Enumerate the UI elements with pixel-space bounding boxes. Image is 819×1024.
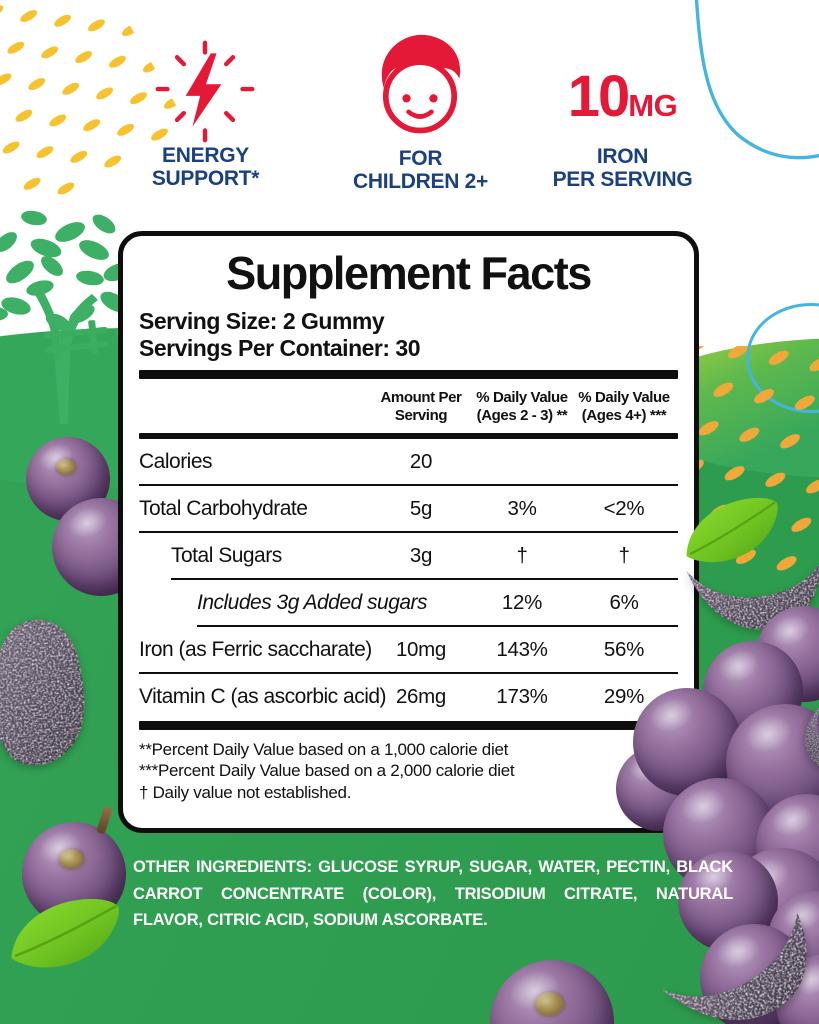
row-label: Total Carbohydrate: [139, 497, 308, 521]
gummy-image: [0, 619, 85, 766]
leaf-image: [686, 497, 778, 563]
feature-label-line: IRON: [596, 145, 649, 168]
feature-label-line: FOR: [398, 147, 443, 170]
table-row: Includes 3g Added sugars 12% 6%: [139, 580, 678, 627]
feature-label-line: PER SERVING: [552, 168, 693, 192]
daily-value-ages-2-3-cell: 173%: [496, 685, 548, 709]
serving-size: Serving Size: 2 Gummy: [139, 308, 385, 334]
thick-rule: [139, 720, 678, 730]
blue-swoosh-icon: [694, 0, 819, 160]
leaf-image: [11, 899, 120, 968]
row-label: Total Sugars: [171, 544, 282, 568]
daily-value-ages-2-3-cell: 12%: [501, 591, 543, 615]
feature-energy-support: ENERGY SUPPORT*: [118, 144, 293, 190]
amount-cell: 10mg: [395, 638, 447, 662]
feature-for-children: FOR CHILDREN 2+: [333, 147, 508, 193]
gummy-image: [662, 913, 807, 1020]
servings-per-container: Servings Per Container: 30: [139, 335, 421, 362]
daily-value-ages-4plus-cell: †: [618, 544, 630, 568]
feature-iron-amount: 10 MG: [535, 68, 710, 126]
panel-title: Supplement Facts: [226, 247, 592, 299]
row-label: Calories: [139, 450, 213, 474]
daily-value-ages-2-3-cell: †: [516, 544, 528, 568]
other-ingredients-text: GLUCOSE SYRUP, SUGAR, WATER, PECTIN, BLA…: [133, 858, 733, 930]
child-face-icon: [381, 34, 461, 134]
table-row: Iron (as Ferric saccharate) 10mg 143% 56%: [139, 627, 678, 674]
daily-value-ages-2-3-cell: 3%: [507, 497, 537, 521]
footnotes: **Percent Daily Value based on a 1,000 c…: [139, 739, 678, 803]
feature-label-line: CHILDREN 2+: [353, 170, 488, 194]
other-ingredients: OTHER INGREDIENTS: GLUCOSE SYRUP, SUGAR,…: [133, 854, 733, 934]
daily-value-ages-4plus-cell: 56%: [603, 638, 645, 662]
thick-rule: [139, 370, 678, 380]
feature-label-line: SUPPORT*: [151, 167, 260, 191]
table-row: Total Sugars 3g † †: [139, 533, 678, 580]
footnote: † Daily value not established.: [139, 782, 352, 802]
tree-illustration: [0, 210, 136, 424]
energy-bolt-icon: [155, 40, 255, 143]
daily-value-ages-2-3-cell: 143%: [496, 638, 548, 662]
iron-amount-text: 10 MG: [535, 68, 710, 126]
table-row: Vitamin C (as ascorbic acid) 26mg 173% 29%: [139, 674, 678, 721]
amount-cell: 5g: [409, 497, 433, 521]
column-header-dv-ages-2-3: % Daily Value (Ages 2 - 3) **: [476, 389, 568, 424]
row-label: Vitamin C (as ascorbic acid): [139, 685, 387, 709]
amount-cell: 3g: [409, 544, 433, 568]
facts-table-body: Calories 20 Total Carbohydrate 5g 3% <2% Total…: [139, 439, 678, 721]
table-row: Total Carbohydrate 5g 3% <2%: [139, 486, 678, 533]
other-ingredients-label: OTHER INGREDIENTS:: [133, 858, 312, 876]
row-label: Iron (as Ferric saccharate): [139, 638, 372, 662]
amount-cell: 26mg: [395, 685, 447, 709]
feature-iron-per-serving: IRON PER SERVING: [535, 145, 710, 191]
iron-amount-value: 10: [567, 64, 630, 129]
fence-illustration: [44, 320, 108, 360]
supplement-facts-panel: Supplement Facts Serving Size: 2 Gummy S…: [118, 231, 699, 833]
gummy-image: [805, 705, 819, 771]
iron-amount-unit: MG: [628, 88, 678, 123]
daily-value-ages-4plus-cell: <2%: [603, 497, 645, 521]
row-label: Includes 3g Added sugars: [197, 591, 428, 615]
footnote: ***Percent Daily Value based on a 2,000 …: [139, 761, 515, 781]
daily-value-ages-4plus-cell: 6%: [609, 591, 639, 615]
table-row: Calories 20: [139, 439, 678, 486]
feature-label-line: ENERGY: [162, 144, 249, 167]
column-header-dv-ages-4plus: % Daily Value (Ages 4+) ***: [578, 389, 670, 424]
grape-cluster: [608, 596, 819, 1024]
thick-rule: [139, 432, 678, 439]
footnote: **Percent Daily Value based on a 1,000 c…: [139, 739, 509, 759]
column-header-amount: Amount Per Serving: [380, 389, 462, 424]
amount-cell: 20: [409, 450, 433, 474]
daily-value-ages-4plus-cell: 29%: [603, 685, 645, 709]
table-header-row: Amount Per Serving % Daily Value (Ages 2…: [139, 379, 678, 433]
